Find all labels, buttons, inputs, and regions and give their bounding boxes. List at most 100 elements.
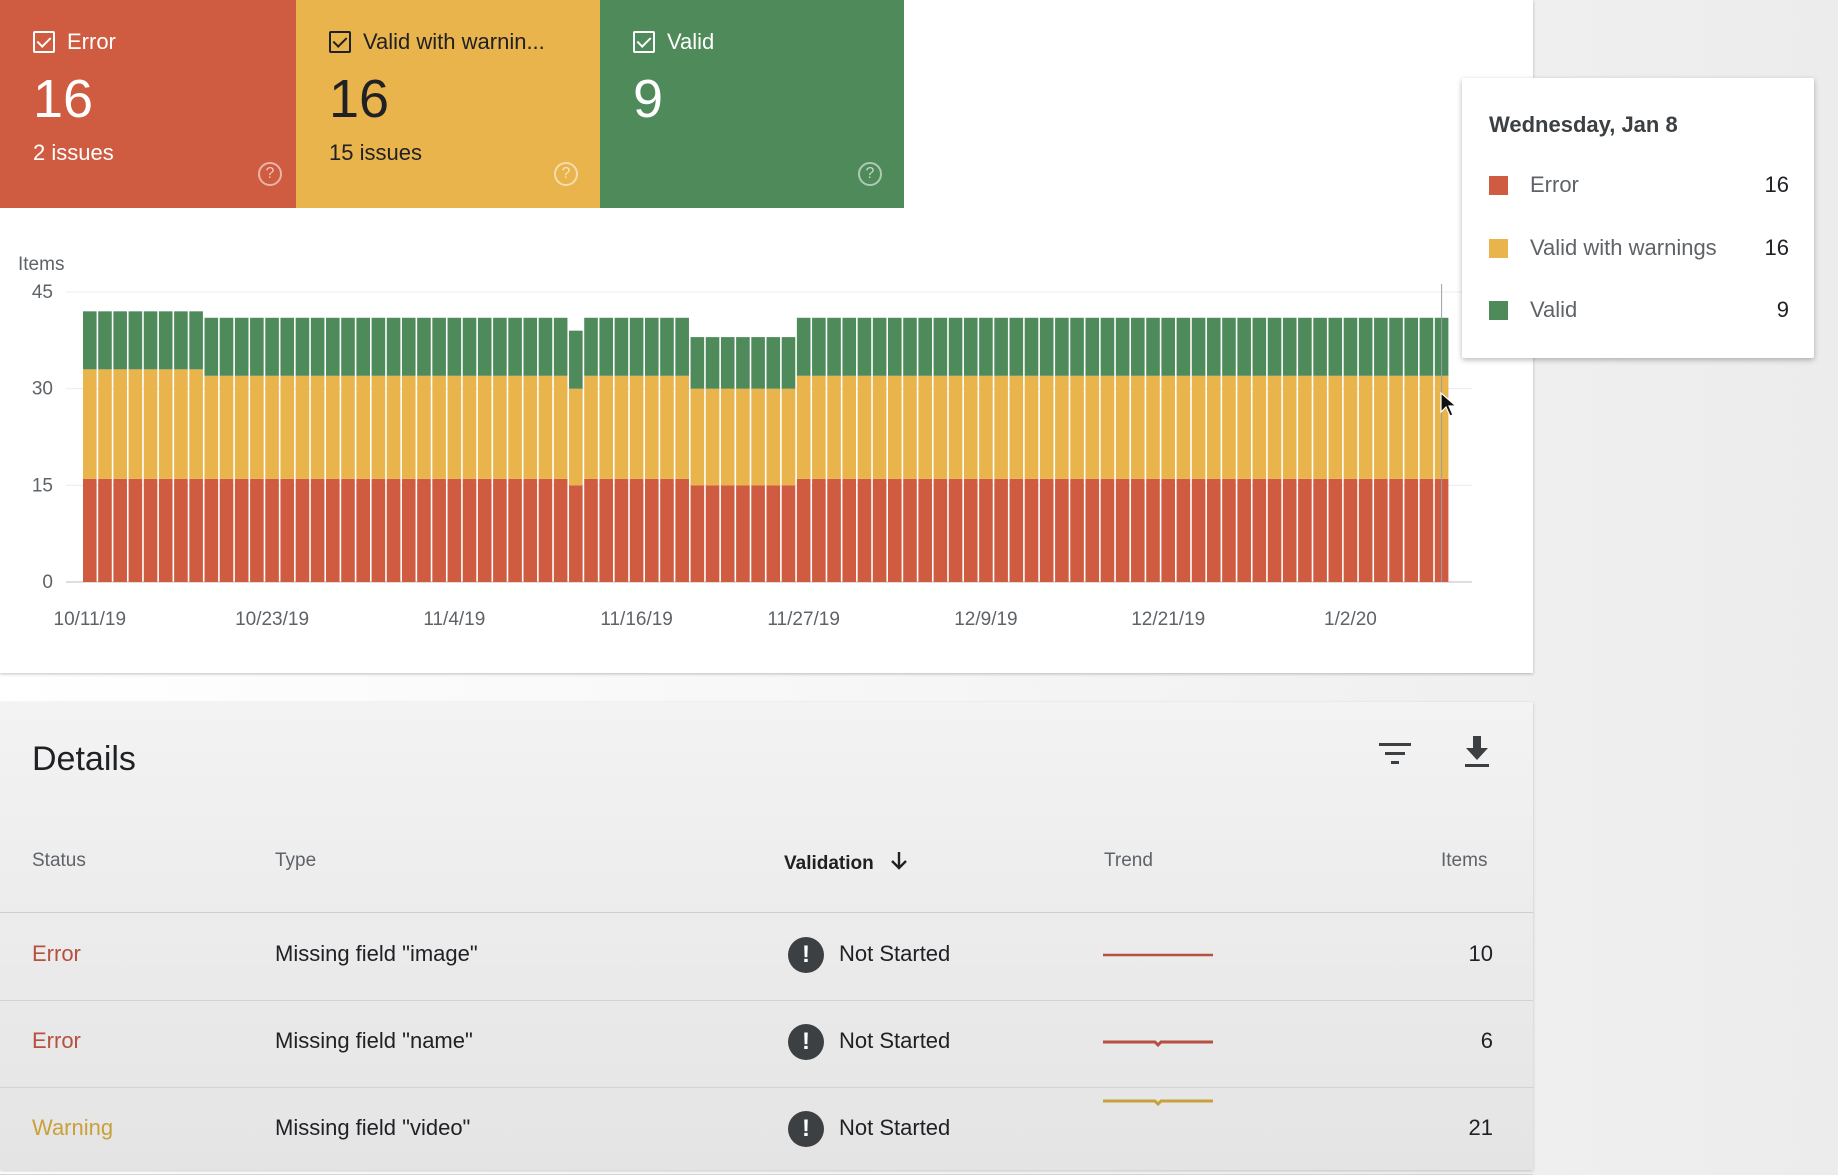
chart-bar-segment[interactable] (417, 478, 431, 582)
stacked-bar-chart[interactable]: Items 0 15 30 45 10/11/19 10/23/19 11/4/19 11/16… (0, 240, 1533, 640)
chart-bar-segment[interactable] (280, 478, 295, 582)
chart-bar-segment[interactable] (1313, 317, 1327, 376)
chart-bar-segment[interactable] (189, 311, 203, 370)
chart-bar-segment[interactable] (462, 317, 477, 376)
chart-bar-segment[interactable] (1343, 375, 1358, 479)
chart-bar-segment[interactable] (842, 317, 857, 376)
chart-bar-segment[interactable] (584, 478, 598, 582)
chart-bar-segment[interactable] (219, 478, 234, 582)
chart-bar-segment[interactable] (614, 478, 629, 582)
checkbox-icon[interactable] (633, 31, 655, 53)
chart-bar-segment[interactable] (341, 375, 355, 479)
help-icon[interactable]: ? (258, 162, 282, 186)
chart-bar-segment[interactable] (1298, 478, 1312, 582)
chart-bar-segment[interactable] (690, 337, 705, 389)
chart-bar-segment[interactable] (128, 311, 143, 370)
chart-bar-segment[interactable] (842, 375, 857, 479)
chart-bar-segment[interactable] (432, 317, 446, 376)
chart-bar-segment[interactable] (1176, 317, 1191, 376)
chart-bar-segment[interactable] (1146, 317, 1160, 376)
chart-bar-segment[interactable] (143, 311, 158, 370)
chart-bar-segment[interactable] (493, 375, 507, 479)
chart-bar-segment[interactable] (98, 478, 112, 582)
chart-bar-segment[interactable] (553, 478, 568, 582)
chart-bar-segment[interactable] (1328, 478, 1343, 582)
chart-bar-segment[interactable] (1115, 375, 1130, 479)
chart-bar-segment[interactable] (584, 317, 598, 376)
chart-bar-segment[interactable] (1374, 375, 1388, 479)
chart-bar-segment[interactable] (83, 311, 97, 370)
chart-bar-segment[interactable] (948, 317, 963, 376)
chart-bar-segment[interactable] (113, 478, 127, 582)
chart-bar-segment[interactable] (1100, 478, 1115, 582)
chart-bar-segment[interactable] (326, 478, 340, 582)
chart-bar-segment[interactable] (356, 317, 370, 376)
chart-bar-segment[interactable] (781, 388, 796, 486)
chart-bar-segment[interactable] (1282, 478, 1297, 582)
chart-bar-segment[interactable] (690, 485, 705, 582)
table-row[interactable]: Error Missing field "image" ! Not Starte… (0, 913, 1533, 1001)
chart-bar-segment[interactable] (1374, 478, 1388, 582)
chart-bar-segment[interactable] (143, 478, 158, 582)
chart-bar-segment[interactable] (1115, 317, 1130, 376)
chart-bar-segment[interactable] (1298, 375, 1312, 479)
chart-bar-segment[interactable] (477, 478, 492, 582)
help-icon[interactable]: ? (554, 162, 578, 186)
chart-bar-segment[interactable] (918, 317, 932, 376)
chart-bar-segment[interactable] (1161, 317, 1175, 376)
chart-bar-segment[interactable] (538, 478, 553, 582)
chart-bar-segment[interactable] (1389, 375, 1403, 479)
chart-bar-segment[interactable] (523, 375, 538, 479)
chart-bar-segment[interactable] (310, 375, 325, 479)
chart-bar-segment[interactable] (538, 317, 553, 376)
chart-bar-segment[interactable] (903, 317, 917, 376)
chart-bar-segment[interactable] (158, 369, 173, 479)
chart-bar-segment[interactable] (356, 375, 370, 479)
chart-bar-segment[interactable] (462, 375, 477, 479)
chart-bar-segment[interactable] (796, 375, 811, 479)
chart-bar-segment[interactable] (1282, 317, 1297, 376)
chart-bar-segment[interactable] (204, 375, 219, 479)
chart-bar-segment[interactable] (189, 478, 203, 582)
chart-bar-segment[interactable] (812, 478, 826, 582)
chart-bar-segment[interactable] (1009, 478, 1024, 582)
chart-bar-segment[interactable] (751, 388, 765, 486)
chart-bar-segment[interactable] (417, 375, 431, 479)
chart-bar-segment[interactable] (690, 388, 705, 486)
chart-bar-segment[interactable] (705, 388, 720, 486)
chart-bar-segment[interactable] (1206, 375, 1221, 479)
chart-bar-segment[interactable] (857, 375, 872, 479)
chart-bar-segment[interactable] (979, 478, 993, 582)
chart-bar-segment[interactable] (1070, 478, 1084, 582)
chart-bar-segment[interactable] (1100, 375, 1115, 479)
help-icon[interactable]: ? (858, 162, 882, 186)
chart-bar-segment[interactable] (1358, 317, 1373, 376)
chart-bar-segment[interactable] (629, 478, 644, 582)
chart-bar-segment[interactable] (310, 478, 325, 582)
chart-bar-segment[interactable] (1161, 375, 1175, 479)
column-header-items[interactable]: Items (1441, 850, 1488, 871)
chart-bar-segment[interactable] (1039, 478, 1054, 582)
chart-bar-segment[interactable] (903, 478, 917, 582)
chart-bar-segment[interactable] (660, 317, 674, 376)
chart-bar-segment[interactable] (644, 317, 659, 376)
chart-bar-segment[interactable] (538, 375, 553, 479)
chart-bar-segment[interactable] (1267, 375, 1282, 479)
tile-error[interactable]: Error 16 2 issues ? (0, 0, 304, 208)
chart-bar-segment[interactable] (432, 375, 446, 479)
chart-bar-segment[interactable] (158, 478, 173, 582)
chart-bar-segment[interactable] (614, 317, 629, 376)
chart-bar-segment[interactable] (553, 317, 568, 376)
chart-bar-segment[interactable] (1191, 478, 1206, 582)
chart-bar-segment[interactable] (1024, 375, 1039, 479)
chart-bar-segment[interactable] (1343, 317, 1358, 376)
chart-bar-segment[interactable] (265, 478, 279, 582)
chart-bar-segment[interactable] (1024, 478, 1039, 582)
column-header-status[interactable]: Status (32, 850, 86, 871)
chart-bar-segment[interactable] (1252, 375, 1267, 479)
chart-bar-segment[interactable] (1055, 478, 1069, 582)
chart-bar-segment[interactable] (1009, 317, 1024, 376)
chart-bar-segment[interactable] (1404, 317, 1419, 376)
chart-bar-segment[interactable] (341, 478, 355, 582)
chart-bar-segment[interactable] (1419, 375, 1434, 479)
